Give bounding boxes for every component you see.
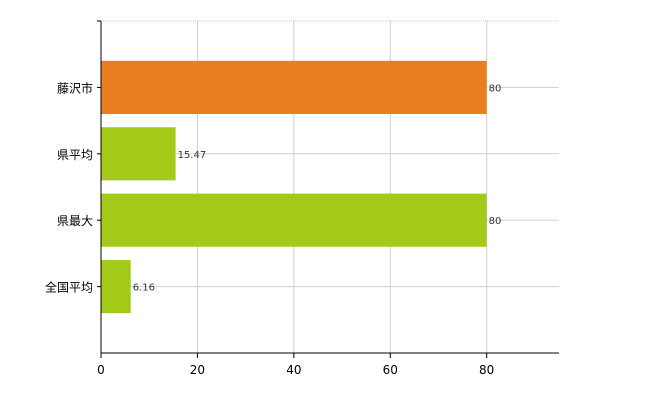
x-tick-label: 80 (479, 363, 494, 377)
data-label: 80 (489, 216, 502, 227)
data-label: 15.47 (178, 150, 207, 161)
category-label: 県平均 (57, 148, 93, 162)
bar (101, 260, 131, 314)
x-tick-label: 0 (97, 363, 105, 377)
labels: 80 藤沢市 15.47 県平均 80 県最大 6.16 全国平均 0 20 40 60 80 (45, 80, 501, 377)
x-tick-label: 20 (190, 363, 205, 377)
bar (101, 127, 176, 181)
category-label: 県最大 (57, 214, 93, 228)
bar (101, 193, 487, 247)
bar (101, 60, 487, 114)
category-label: 藤沢市 (57, 80, 93, 95)
category-label: 全国平均 (45, 280, 93, 295)
x-tick-label: 40 (286, 363, 301, 377)
data-label: 6.16 (133, 283, 155, 294)
data-label: 80 (489, 83, 502, 94)
x-tick-label: 60 (383, 363, 398, 377)
axes (97, 20, 559, 358)
bars (101, 60, 487, 314)
